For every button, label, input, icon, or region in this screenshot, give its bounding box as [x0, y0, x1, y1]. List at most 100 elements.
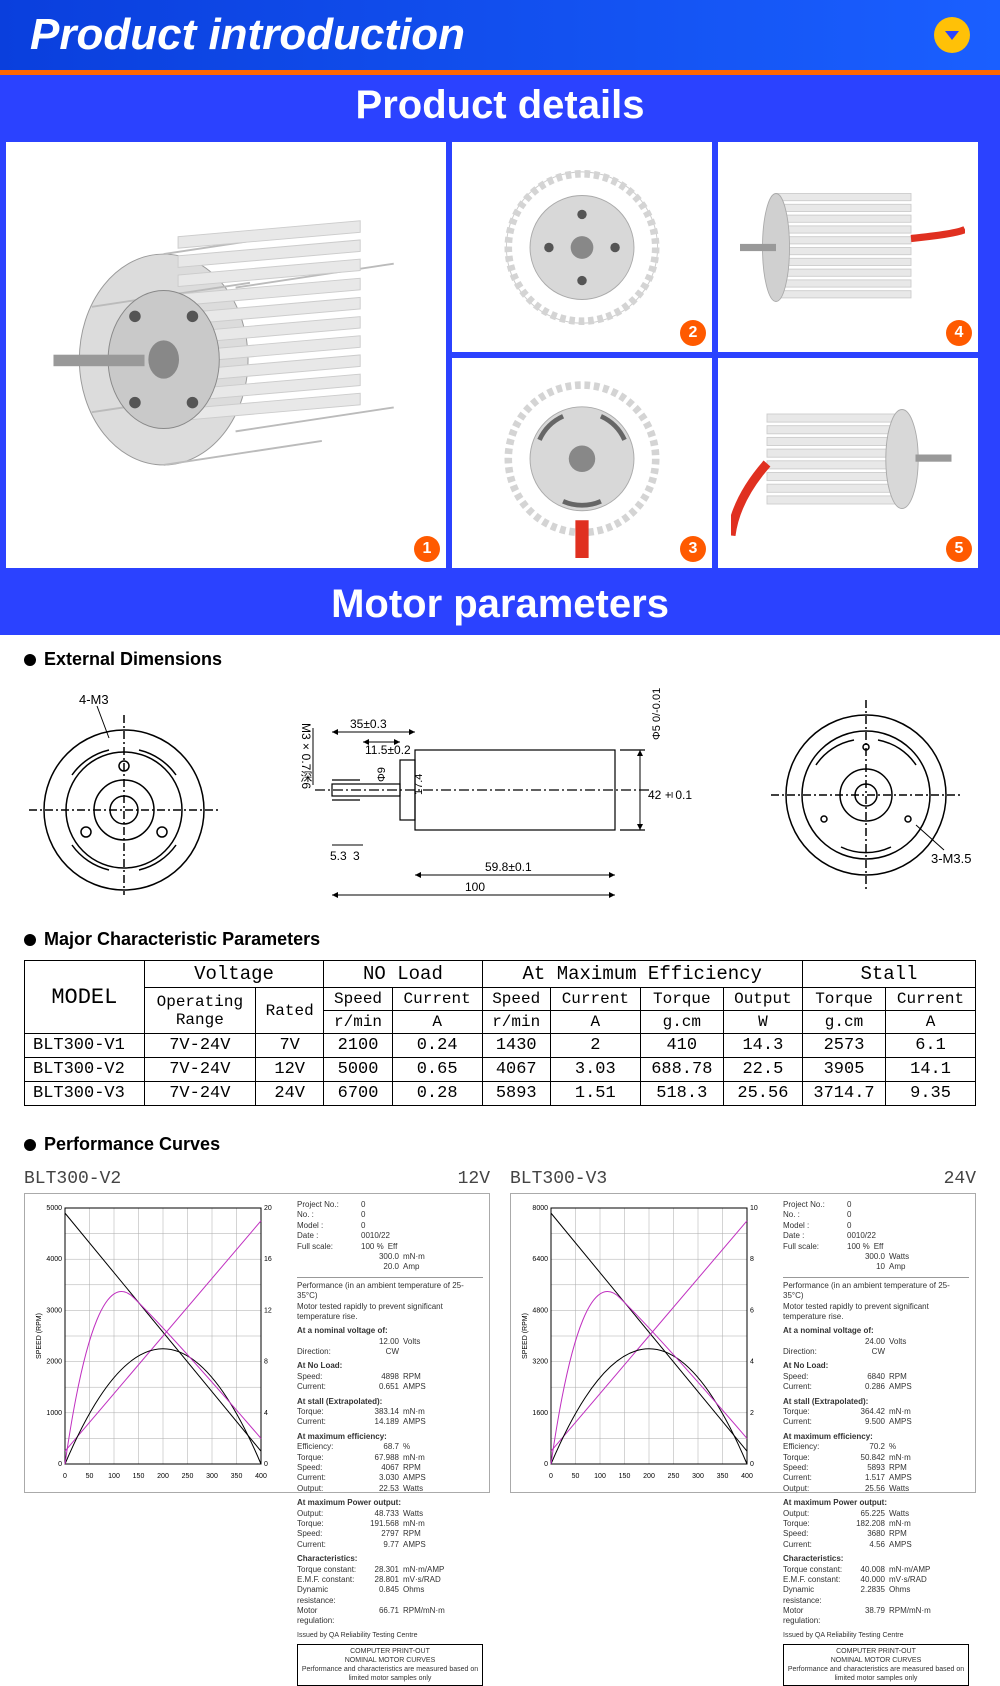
svg-text:8: 8: [750, 1256, 754, 1263]
svg-text:150: 150: [133, 1473, 145, 1480]
u-me-output: W: [723, 1011, 802, 1034]
perf-curves-title: Performance Curves: [24, 1134, 976, 1155]
table-cell: 518.3: [640, 1082, 723, 1106]
table-cell: 3.03: [550, 1058, 640, 1082]
th-nl-curr: Current: [392, 988, 482, 1011]
th-me-output: Output: [723, 988, 802, 1011]
table-cell: 7V-24V: [144, 1082, 255, 1106]
dim-3: 3: [353, 849, 360, 863]
u-nl-curr: A: [392, 1011, 482, 1034]
th-rated: Rated: [256, 988, 324, 1034]
svg-text:250: 250: [668, 1473, 680, 1480]
table-cell: BLT300-V2: [25, 1058, 145, 1082]
svg-text:6400: 6400: [532, 1256, 548, 1263]
svg-text:0: 0: [544, 1461, 548, 1468]
table-row: BLT300-V17V-24V7V21000.241430241014.3257…: [25, 1034, 976, 1058]
svg-text:300: 300: [692, 1473, 704, 1480]
table-cell: 12V: [256, 1058, 324, 1082]
u-me-torque: g.cm: [640, 1011, 723, 1034]
svg-text:0: 0: [750, 1461, 754, 1468]
th-noload: NO Load: [324, 961, 482, 988]
table-cell: 1.51: [550, 1082, 640, 1106]
header-intro-title: Product introduction: [30, 10, 465, 60]
perf-chart: 0501001502002503003504000160032004800640…: [517, 1200, 777, 1486]
svg-text:400: 400: [255, 1473, 267, 1480]
svg-text:8: 8: [264, 1359, 268, 1366]
dim-back-note: 3-M3.5: [931, 851, 971, 866]
perf-card: BLT300-V2 12V 05010015020025030035040001…: [24, 1169, 490, 1493]
header-motor-params-title: Motor parameters: [331, 582, 669, 626]
dim-front-view: 4-M3: [24, 690, 224, 895]
table-cell: 2: [550, 1034, 640, 1058]
th-me-speed: Speed: [482, 988, 550, 1011]
svg-text:50: 50: [572, 1473, 580, 1480]
table-cell: BLT300-V3: [25, 1082, 145, 1106]
svg-text:4800: 4800: [532, 1307, 548, 1314]
u-me-curr: A: [550, 1011, 640, 1034]
motor-side-wire-icon: [731, 153, 965, 342]
gallery-tile-5: 5: [718, 358, 978, 568]
header-intro: Product introduction: [0, 0, 1000, 70]
svg-text:150: 150: [619, 1473, 631, 1480]
svg-text:3000: 3000: [46, 1307, 62, 1314]
svg-text:0: 0: [63, 1473, 67, 1480]
svg-text:250: 250: [182, 1473, 194, 1480]
table-cell: 6.1: [886, 1034, 976, 1058]
table-cell: 6700: [324, 1082, 392, 1106]
th-me-torque: Torque: [640, 988, 723, 1011]
badge-3: 3: [680, 536, 706, 562]
table-cell: 2573: [802, 1034, 885, 1058]
badge-1: 1: [414, 536, 440, 562]
table-cell: 14.1: [886, 1058, 976, 1082]
dim-thread: M3×0.7深6: [299, 723, 313, 789]
printout-box: COMPUTER PRINT-OUTNOMINAL MOTOR CURVESPe…: [297, 1644, 483, 1686]
table-cell: 24V: [256, 1082, 324, 1106]
perf-card: BLT300-V3 24V 05010015020025030035040001…: [510, 1169, 976, 1493]
svg-text:3200: 3200: [532, 1359, 548, 1366]
dim-35: 35±0.3: [350, 717, 387, 731]
svg-text:SPEED (RPM): SPEED (RPM): [522, 1313, 529, 1359]
svg-text:4000: 4000: [46, 1256, 62, 1263]
th-stall: Stall: [802, 961, 975, 988]
external-dims-title: External Dimensions: [24, 649, 976, 670]
svg-text:16: 16: [264, 1256, 272, 1263]
dim-100: 100: [465, 880, 485, 894]
perf-model: BLT300-V3: [510, 1169, 607, 1189]
table-cell: 2100: [324, 1034, 392, 1058]
table-cell: 410: [640, 1034, 723, 1058]
table-cell: 14.3: [723, 1034, 802, 1058]
table-cell: 7V-24V: [144, 1034, 255, 1058]
motor-iso-wire-icon: [731, 369, 965, 558]
table-cell: 7V-24V: [144, 1058, 255, 1082]
table-cell: 5893: [482, 1082, 550, 1106]
svg-text:350: 350: [231, 1473, 243, 1480]
svg-text:8000: 8000: [532, 1205, 548, 1212]
table-cell: 7V: [256, 1034, 324, 1058]
dim-17_4: 17.4: [413, 774, 425, 795]
svg-text:2000: 2000: [46, 1359, 62, 1366]
th-range: Operating Range: [144, 988, 255, 1034]
th-maxeff: At Maximum Efficiency: [482, 961, 802, 988]
perf-volt: 24V: [944, 1169, 976, 1189]
badge-5: 5: [946, 536, 972, 562]
dim-shaft-dia: Φ5 0/-0.01: [651, 688, 663, 740]
svg-text:2: 2: [750, 1410, 754, 1417]
section-external-dims: External Dimensions 4-M3: [0, 635, 1000, 929]
arrow-down-icon: [934, 17, 970, 53]
major-params-title: Major Characteristic Parameters: [24, 929, 976, 950]
perf-model: BLT300-V2: [24, 1169, 121, 1189]
section-perf: Performance Curves: [0, 1120, 1000, 1169]
motor-front-icon: [465, 153, 699, 342]
dim-42: 42±0.1: [648, 788, 692, 802]
svg-text:200: 200: [157, 1473, 169, 1480]
perf-side: Project No.:0 No. :0 Model :0 Date :0010…: [783, 1200, 969, 1486]
perf-side: Project No.:0 No. :0 Model :0 Date :0010…: [297, 1200, 483, 1486]
svg-text:SPEED (RPM): SPEED (RPM): [36, 1313, 43, 1359]
svg-text:4: 4: [750, 1359, 754, 1366]
u-nl-speed: r/min: [324, 1011, 392, 1034]
badge-4: 4: [946, 320, 972, 346]
th-voltage: Voltage: [144, 961, 324, 988]
svg-text:1600: 1600: [532, 1410, 548, 1417]
header-details-title: Product details: [356, 83, 645, 127]
u-st-curr: A: [886, 1011, 976, 1034]
